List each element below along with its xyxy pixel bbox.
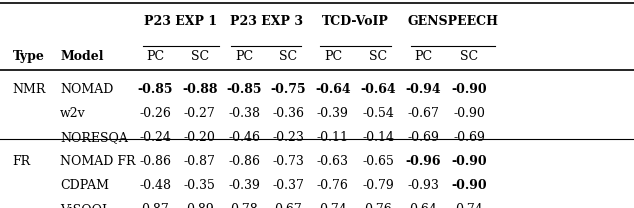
Text: P23 EXP 1: P23 EXP 1 [144,15,217,27]
Text: -0.48: -0.48 [139,179,171,192]
Text: PC: PC [415,50,432,63]
Text: SC: SC [191,50,209,63]
Text: 0.87: 0.87 [141,203,169,208]
Text: -0.63: -0.63 [317,155,349,168]
Text: -0.65: -0.65 [363,155,394,168]
Text: -0.39: -0.39 [228,179,260,192]
Text: -0.24: -0.24 [139,131,171,144]
Text: Type: Type [13,50,44,63]
Text: -0.90: -0.90 [451,83,487,96]
Text: -0.37: -0.37 [273,179,304,192]
Text: -0.14: -0.14 [363,131,394,144]
Text: -0.88: -0.88 [182,83,217,96]
Text: NMR: NMR [13,83,46,96]
Text: GENSPEECH: GENSPEECH [407,15,498,27]
Text: PC: PC [235,50,253,63]
Text: NOMAD: NOMAD [60,83,113,96]
Text: -0.27: -0.27 [184,107,216,120]
Text: -0.69: -0.69 [408,131,439,144]
Text: PC: PC [324,50,342,63]
Text: 0.89: 0.89 [186,203,214,208]
Text: w2v: w2v [60,107,86,120]
Text: -0.75: -0.75 [271,83,306,96]
Text: -0.23: -0.23 [273,131,304,144]
Text: 0.74: 0.74 [455,203,483,208]
Text: -0.79: -0.79 [363,179,394,192]
Text: SC: SC [460,50,478,63]
Text: NOMAD FR: NOMAD FR [60,155,136,168]
Text: -0.26: -0.26 [139,107,171,120]
Text: -0.86: -0.86 [139,155,171,168]
Text: FR: FR [13,155,31,168]
Text: 0.64: 0.64 [410,203,437,208]
Text: -0.38: -0.38 [228,107,260,120]
Text: 0.78: 0.78 [230,203,258,208]
Text: TCD-VoIP: TCD-VoIP [322,15,389,27]
Text: 0.76: 0.76 [365,203,392,208]
Text: CDPAM: CDPAM [60,179,109,192]
Text: -0.76: -0.76 [317,179,349,192]
Text: -0.94: -0.94 [406,83,441,96]
Text: ViSQOL: ViSQOL [60,203,110,208]
Text: SC: SC [370,50,387,63]
Text: Model: Model [60,50,104,63]
Text: -0.67: -0.67 [408,107,439,120]
Text: -0.35: -0.35 [184,179,216,192]
Text: -0.85: -0.85 [138,83,173,96]
Text: -0.36: -0.36 [273,107,304,120]
Text: NORESQA: NORESQA [60,131,128,144]
Text: -0.11: -0.11 [317,131,349,144]
Text: 0.74: 0.74 [319,203,347,208]
Text: PC: PC [146,50,164,63]
Text: -0.90: -0.90 [451,179,487,192]
Text: -0.90: -0.90 [453,107,485,120]
Text: -0.73: -0.73 [273,155,304,168]
Text: -0.85: -0.85 [226,83,262,96]
Text: -0.54: -0.54 [363,107,394,120]
Text: 0.67: 0.67 [275,203,302,208]
Text: -0.20: -0.20 [184,131,216,144]
Text: -0.69: -0.69 [453,131,485,144]
Text: -0.93: -0.93 [408,179,439,192]
Text: -0.64: -0.64 [315,83,351,96]
Text: -0.46: -0.46 [228,131,260,144]
Text: -0.64: -0.64 [361,83,396,96]
Text: -0.86: -0.86 [228,155,260,168]
Text: -0.96: -0.96 [406,155,441,168]
Text: -0.90: -0.90 [451,155,487,168]
Text: P23 EXP 3: P23 EXP 3 [230,15,303,27]
Text: -0.87: -0.87 [184,155,216,168]
Text: -0.39: -0.39 [317,107,349,120]
Text: SC: SC [280,50,297,63]
